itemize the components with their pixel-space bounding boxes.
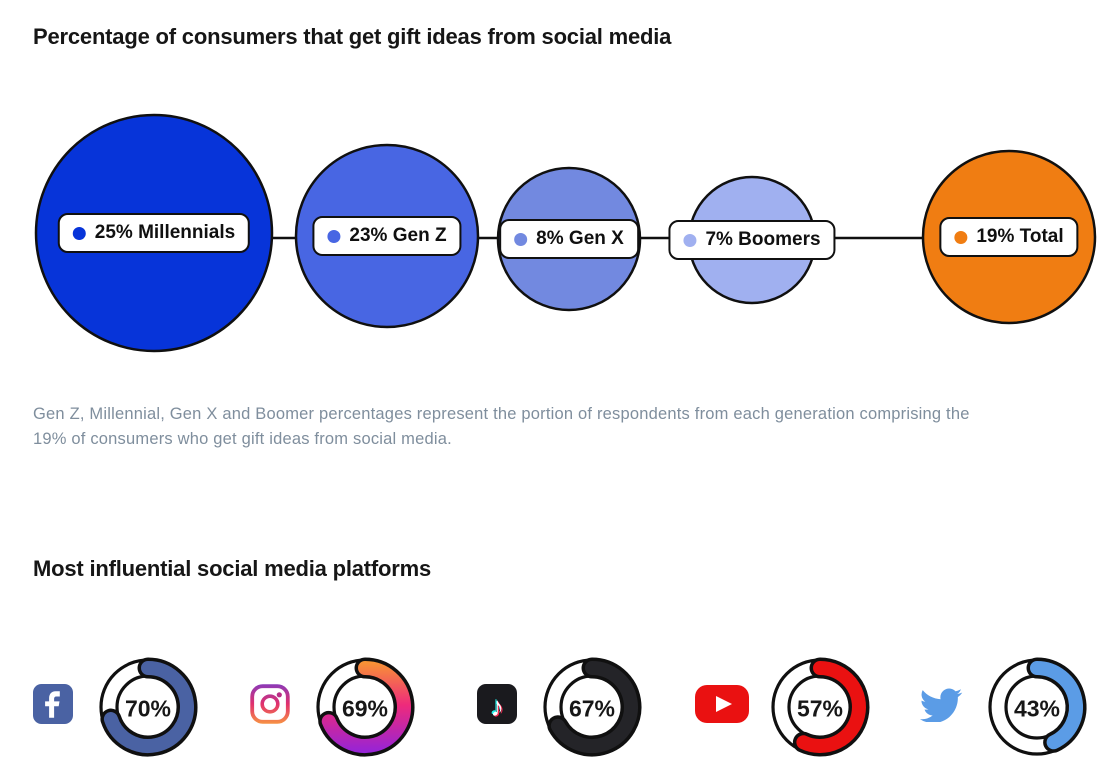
tiktok-icon: ♪ ♪ ♪: [477, 684, 517, 724]
legend-dot-millennials: [72, 226, 86, 240]
donut-arc-tiktok: [550, 661, 638, 753]
donut-percent-label: 57%: [797, 696, 843, 722]
bubble-label-text: 25% Millennials: [94, 222, 236, 243]
bubble-label-boomers: 7% Boomers: [668, 220, 836, 260]
bubble-label-total: 19% Total: [939, 217, 1079, 257]
svg-text:♪: ♪: [492, 693, 506, 723]
caption-line-2: 19% of consumers who get gift ideas from…: [33, 430, 452, 448]
bubble-label-text: 8% Gen X: [536, 228, 624, 249]
donut-instagram: 69%: [316, 657, 415, 757]
legend-dot-total: [954, 230, 968, 244]
donut-twitter: 43%: [988, 657, 1087, 756]
bubble-label-gen-z: 23% Gen Z: [312, 216, 462, 256]
legend-dot-gen-z: [327, 229, 341, 243]
legend-dot-boomers: [683, 233, 697, 247]
donut-arc-facebook: [103, 661, 194, 753]
svg-text:♪: ♪: [490, 692, 504, 722]
donut-percent-label: 67%: [569, 696, 615, 722]
page-title: Percentage of consumers that get gift id…: [33, 23, 672, 49]
bubble-label-text: 19% Total: [976, 226, 1064, 247]
svg-text:♪: ♪: [489, 691, 503, 721]
donut-percent-label: 70%: [125, 696, 171, 722]
twitter-icon: [919, 686, 963, 723]
donut-facebook: 70%: [99, 657, 198, 757]
bubble-label-text: 7% Boomers: [705, 229, 821, 250]
donut-tiktok: 67%: [543, 657, 642, 757]
bubble-label-gen-x: 8% Gen X: [499, 219, 639, 259]
donut-arc-instagram: [321, 661, 411, 753]
donut-arc-twitter: [1030, 661, 1083, 750]
section-title: Most influential social media platforms: [33, 556, 432, 582]
caption-line-1: Gen Z, Millennial, Gen X and Boomer perc…: [33, 405, 970, 423]
donut-youtube: 57%: [771, 657, 870, 757]
chart-caption: Gen Z, Millennial, Gen X and Boomer perc…: [33, 402, 1093, 452]
instagram-icon: [250, 684, 290, 724]
youtube-icon: [695, 685, 749, 723]
bubble-label-text: 23% Gen Z: [349, 225, 447, 246]
donut-percent-label: 69%: [342, 696, 388, 722]
donut-percent-label: 43%: [1014, 696, 1060, 722]
legend-dot-gen-x: [514, 232, 528, 246]
donut-arc-youtube: [796, 661, 866, 753]
bubble-label-millennials: 25% Millennials: [57, 213, 251, 253]
facebook-icon: [33, 684, 73, 724]
